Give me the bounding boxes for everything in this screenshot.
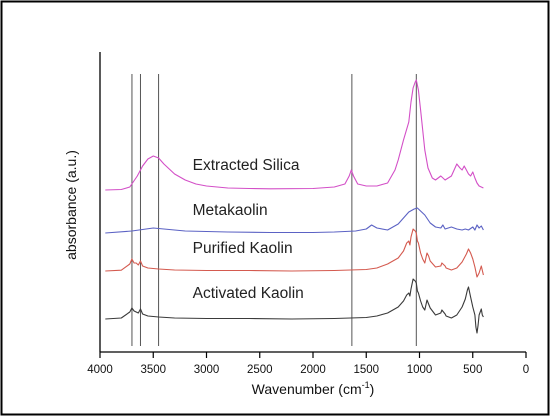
x-axis-label: Wavenumber (cm-1) <box>252 380 375 397</box>
series-line-metakaolin <box>105 207 484 234</box>
x-ticks: 4000 3500 3000 2500 2000 1500 1000 500 0 <box>87 352 529 376</box>
x-tick-label: 3500 <box>140 364 166 376</box>
series-line-activated-kaolin <box>105 278 484 334</box>
x-tick-label: 500 <box>463 364 482 376</box>
x-tick-label: 4000 <box>87 364 113 376</box>
series-label-purified-kaolin: Purified Kaolin <box>193 240 293 257</box>
x-axis-label-suffix: ) <box>370 381 375 397</box>
reference-lines <box>131 74 417 346</box>
x-tick-label: 2500 <box>247 364 273 376</box>
series-label-extracted-silica: Extracted Silica <box>193 157 300 174</box>
x-axis-label-main: Wavenumber (cm <box>252 381 362 397</box>
series-line-purified-kaolin <box>105 228 484 278</box>
x-tick-label: 1000 <box>407 364 433 376</box>
y-axis-label: absorbance (a.u.) <box>63 150 79 260</box>
x-tick-label: 1500 <box>353 364 379 376</box>
x-tick-label: 0 <box>523 364 529 376</box>
x-axis-label-superscript: -1 <box>362 380 370 390</box>
series-line-extracted-silica <box>105 79 484 191</box>
series-labels: Extracted Silica Metakaolin Purified Kaoli… <box>193 157 304 302</box>
series-label-activated-kaolin: Activated Kaolin <box>193 285 304 302</box>
series-label-metakaolin: Metakaolin <box>193 202 268 219</box>
x-tick-label: 2000 <box>300 364 326 376</box>
series-lines <box>105 79 484 334</box>
x-tick-label: 3000 <box>194 364 220 376</box>
